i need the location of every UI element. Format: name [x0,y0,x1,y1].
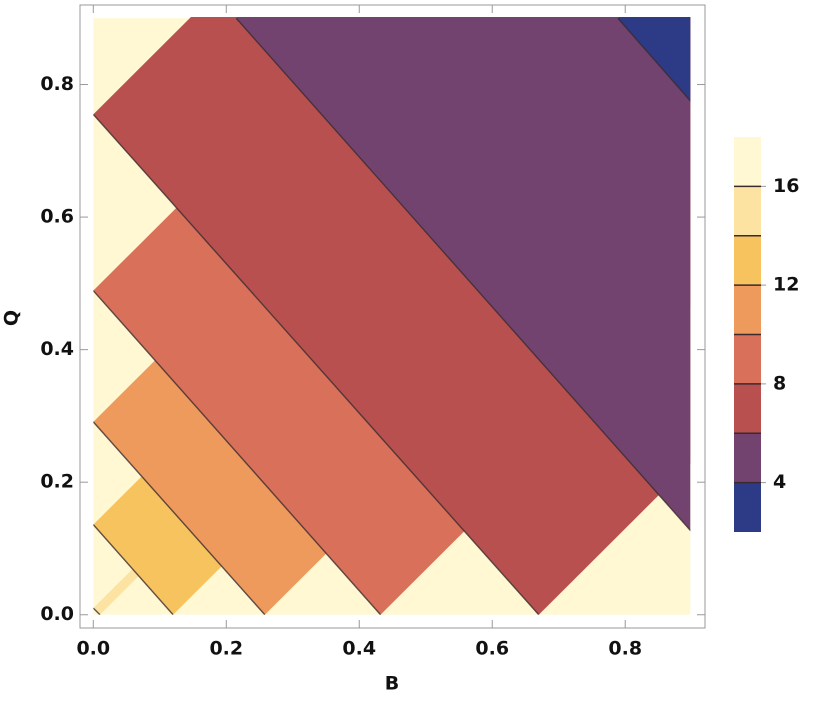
colorbar-tick-label: 4 [773,471,786,493]
y-tick-label: 0.4 [40,338,74,360]
colorbar-segment [734,383,761,434]
contour-line [93,421,266,615]
y-tick-label: 0.8 [40,73,74,95]
plot-area [93,17,691,615]
contour-line [235,17,691,532]
colorbar-segment [734,482,761,532]
x-axis-label: B [385,673,399,695]
contour-line [93,113,540,615]
y-axis-label: Q [1,310,23,326]
colorbar-tick-label: 12 [773,274,799,296]
x-tick-label: 0.8 [608,638,642,660]
contour-line [617,17,691,102]
x-tick-label: 0.0 [76,638,110,660]
colorbar-tick-label: 8 [773,372,786,394]
x-tick-label: 0.4 [342,638,376,660]
contour-line [93,290,382,615]
colorbar-segment [734,334,761,384]
plot-frame [79,4,706,629]
x-tick-label: 0.6 [475,638,509,660]
contour-line [93,607,101,615]
colorbar-segment [734,235,761,286]
colorbar-segment [734,137,761,187]
y-tick-label: 0.2 [40,471,74,493]
y-tick-label: 0.6 [40,206,74,228]
colorbar-segment [734,285,761,335]
x-tick-label: 0.2 [209,638,243,660]
colorbar-segment [734,186,761,236]
contour-line [93,524,174,615]
colorbar-segment [734,433,761,483]
y-tick-label: 0.0 [40,603,74,625]
colorbar-tick-label: 16 [773,175,799,197]
